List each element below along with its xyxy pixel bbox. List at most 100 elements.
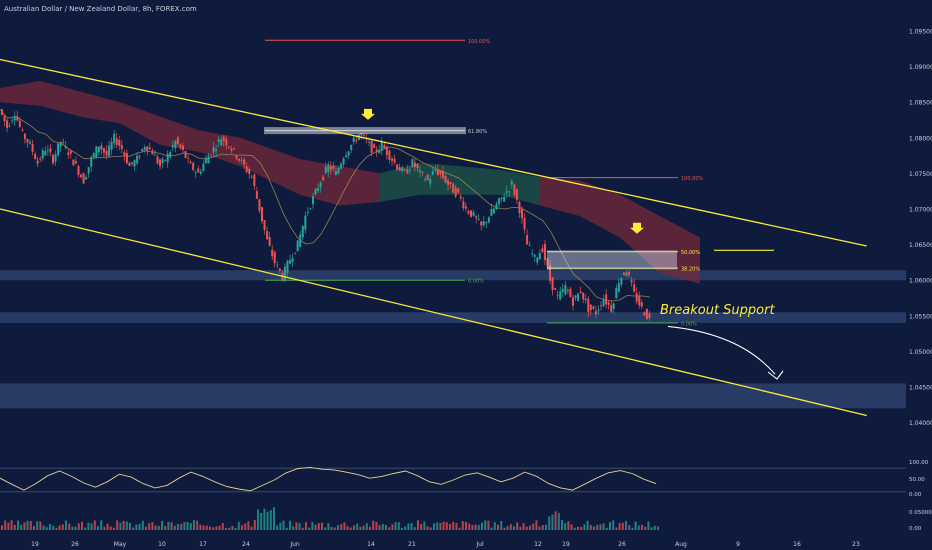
volume-bar bbox=[218, 525, 221, 530]
candle bbox=[500, 197, 503, 200]
volume-bar bbox=[573, 527, 576, 530]
volume-bar bbox=[202, 525, 205, 530]
candle bbox=[97, 146, 100, 153]
volume-bar bbox=[529, 525, 531, 530]
volume-bar bbox=[138, 523, 141, 530]
candle bbox=[403, 169, 406, 171]
volume-bar bbox=[369, 526, 371, 530]
volume-bar bbox=[657, 526, 659, 530]
candle bbox=[355, 140, 358, 142]
volume-bar bbox=[535, 520, 538, 530]
candle bbox=[617, 282, 620, 292]
candle bbox=[194, 172, 197, 174]
volume-bar bbox=[631, 527, 634, 530]
volume-bar bbox=[554, 511, 557, 530]
volume-bar bbox=[257, 509, 259, 530]
cloud-segment bbox=[80, 91, 120, 124]
candle bbox=[630, 280, 633, 283]
volume-bar bbox=[119, 522, 122, 530]
volume-bar bbox=[618, 523, 621, 530]
volume-bar bbox=[321, 522, 323, 530]
time-tick-label: Aug bbox=[675, 541, 687, 548]
candle bbox=[472, 212, 475, 216]
channel-line bbox=[0, 58, 867, 247]
candle bbox=[199, 171, 202, 174]
volume-bar bbox=[324, 527, 327, 530]
price-tick-label: 1.08000 bbox=[909, 135, 932, 142]
fib-highlight-box bbox=[264, 127, 466, 135]
time-tick-label: Jun bbox=[289, 541, 300, 548]
candle bbox=[151, 150, 154, 155]
volume-bar bbox=[561, 520, 563, 530]
volume-bar bbox=[634, 521, 637, 530]
volume-bar bbox=[65, 520, 67, 530]
candle bbox=[238, 158, 241, 161]
candle bbox=[398, 167, 401, 171]
candle bbox=[380, 141, 383, 151]
candle bbox=[49, 148, 52, 153]
volume-tick-label: 0.00 bbox=[909, 526, 922, 532]
down-arrow-icon bbox=[361, 108, 375, 120]
candle bbox=[566, 290, 569, 292]
fib-label: 0.00% bbox=[681, 321, 697, 327]
cloud-segment bbox=[500, 169, 540, 206]
candle bbox=[625, 272, 628, 277]
volume-bar bbox=[113, 527, 115, 530]
candle bbox=[523, 217, 526, 230]
volume-bar bbox=[439, 523, 442, 530]
candle bbox=[498, 198, 501, 205]
time-tick-label: 16 bbox=[793, 541, 801, 548]
volume-bar bbox=[401, 527, 403, 530]
candle bbox=[301, 225, 304, 238]
candle bbox=[77, 166, 80, 175]
candle bbox=[645, 308, 648, 319]
volume-bar bbox=[487, 520, 490, 530]
volume-bar bbox=[289, 520, 291, 530]
volume-bar bbox=[372, 520, 375, 530]
volume-bar bbox=[81, 521, 83, 530]
time-tick-label: 23 bbox=[852, 541, 860, 548]
volume-bar bbox=[189, 523, 192, 530]
volume-bar bbox=[404, 526, 407, 530]
volume-bar bbox=[241, 525, 243, 530]
volume-bar bbox=[161, 520, 163, 530]
price-tick-label: 1.05000 bbox=[909, 349, 932, 356]
volume-bar bbox=[609, 521, 611, 530]
candle bbox=[597, 309, 600, 312]
candle bbox=[352, 137, 355, 143]
candle bbox=[515, 189, 518, 200]
price-tick-label: 1.04500 bbox=[909, 385, 932, 392]
candle bbox=[74, 161, 77, 164]
candle bbox=[574, 295, 577, 299]
candle bbox=[431, 171, 434, 175]
volume-bar bbox=[548, 516, 551, 530]
volume-bar bbox=[337, 525, 339, 530]
volume-bar bbox=[445, 522, 448, 530]
candle bbox=[44, 150, 47, 156]
volume-bar bbox=[602, 523, 605, 530]
candle bbox=[485, 222, 488, 224]
volume-bar bbox=[116, 520, 119, 530]
candle bbox=[26, 139, 29, 143]
candle bbox=[579, 291, 582, 294]
volume-bar bbox=[154, 525, 157, 530]
candle bbox=[368, 141, 371, 143]
candle bbox=[250, 176, 253, 178]
volume-bar bbox=[359, 526, 362, 530]
time-tick-label: Jul bbox=[475, 541, 484, 548]
candle bbox=[3, 115, 6, 122]
cloud-segment bbox=[620, 194, 660, 274]
candle bbox=[16, 116, 19, 121]
volume-bar bbox=[212, 527, 215, 530]
volume-bar bbox=[378, 525, 381, 530]
volume-bar bbox=[228, 527, 231, 530]
candle bbox=[283, 266, 286, 281]
candle bbox=[345, 155, 348, 157]
fib-label: 38.20% bbox=[681, 267, 700, 273]
volume-bar bbox=[349, 527, 352, 530]
candle bbox=[232, 148, 235, 150]
candle bbox=[521, 209, 523, 219]
time-axis: 19 26 May 10 17 24 Jun 14 21 Jul 12 19 26 Aug 9 16 23 bbox=[31, 541, 860, 548]
volume-bar bbox=[410, 523, 413, 530]
